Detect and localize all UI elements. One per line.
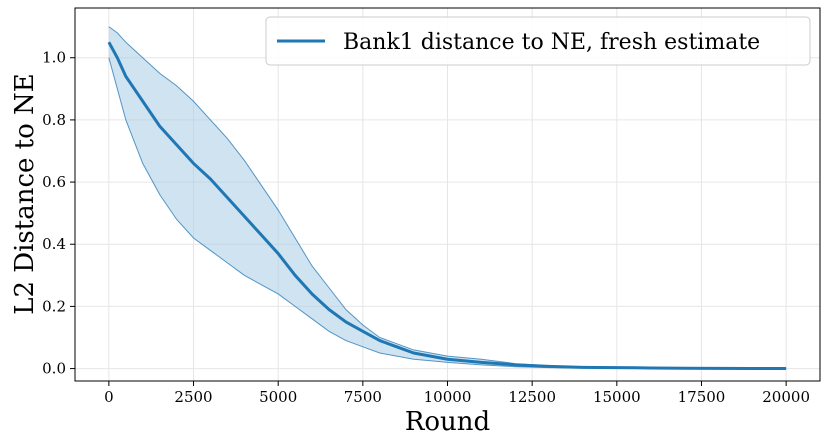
- legend: Bank1 distance to NE, fresh estimate: [265, 16, 811, 66]
- x-axis-ticks: 0 2500 5000 7500 10000 12500 15000 17500 20000: [104, 381, 810, 406]
- series-lines: [107, 41, 787, 370]
- confidence-band-area: [108, 26, 787, 369]
- y-tick-label: 0.2: [42, 297, 66, 315]
- x-axis-label: Round: [405, 407, 490, 437]
- x-tick-label: 17500: [678, 388, 726, 406]
- series-line: [107, 41, 787, 370]
- legend-label: Bank1 distance to NE, fresh estimate: [343, 30, 760, 55]
- x-tick-label: 20000: [762, 388, 810, 406]
- x-tick-label: 5000: [259, 388, 297, 406]
- x-tick-label: 12500: [508, 388, 556, 406]
- y-tick-label: 0.6: [42, 173, 66, 191]
- x-tick-label: 0: [104, 388, 114, 406]
- x-tick-label: 7500: [344, 388, 382, 406]
- y-tick-label: 0.8: [42, 111, 66, 129]
- y-tick-label: 1.0: [42, 49, 66, 67]
- x-tick-label: 15000: [593, 388, 641, 406]
- legend-box: [265, 16, 811, 66]
- x-tick-label: 2500: [174, 388, 212, 406]
- y-tick-label: 0.0: [42, 360, 66, 378]
- y-axis-ticks: 0.0 0.2 0.4 0.6 0.8 1.0: [42, 49, 75, 378]
- x-tick-label: 10000: [424, 388, 472, 406]
- y-tick-label: 0.4: [42, 235, 66, 253]
- y-axis-label: L2 Distance to NE: [10, 73, 40, 315]
